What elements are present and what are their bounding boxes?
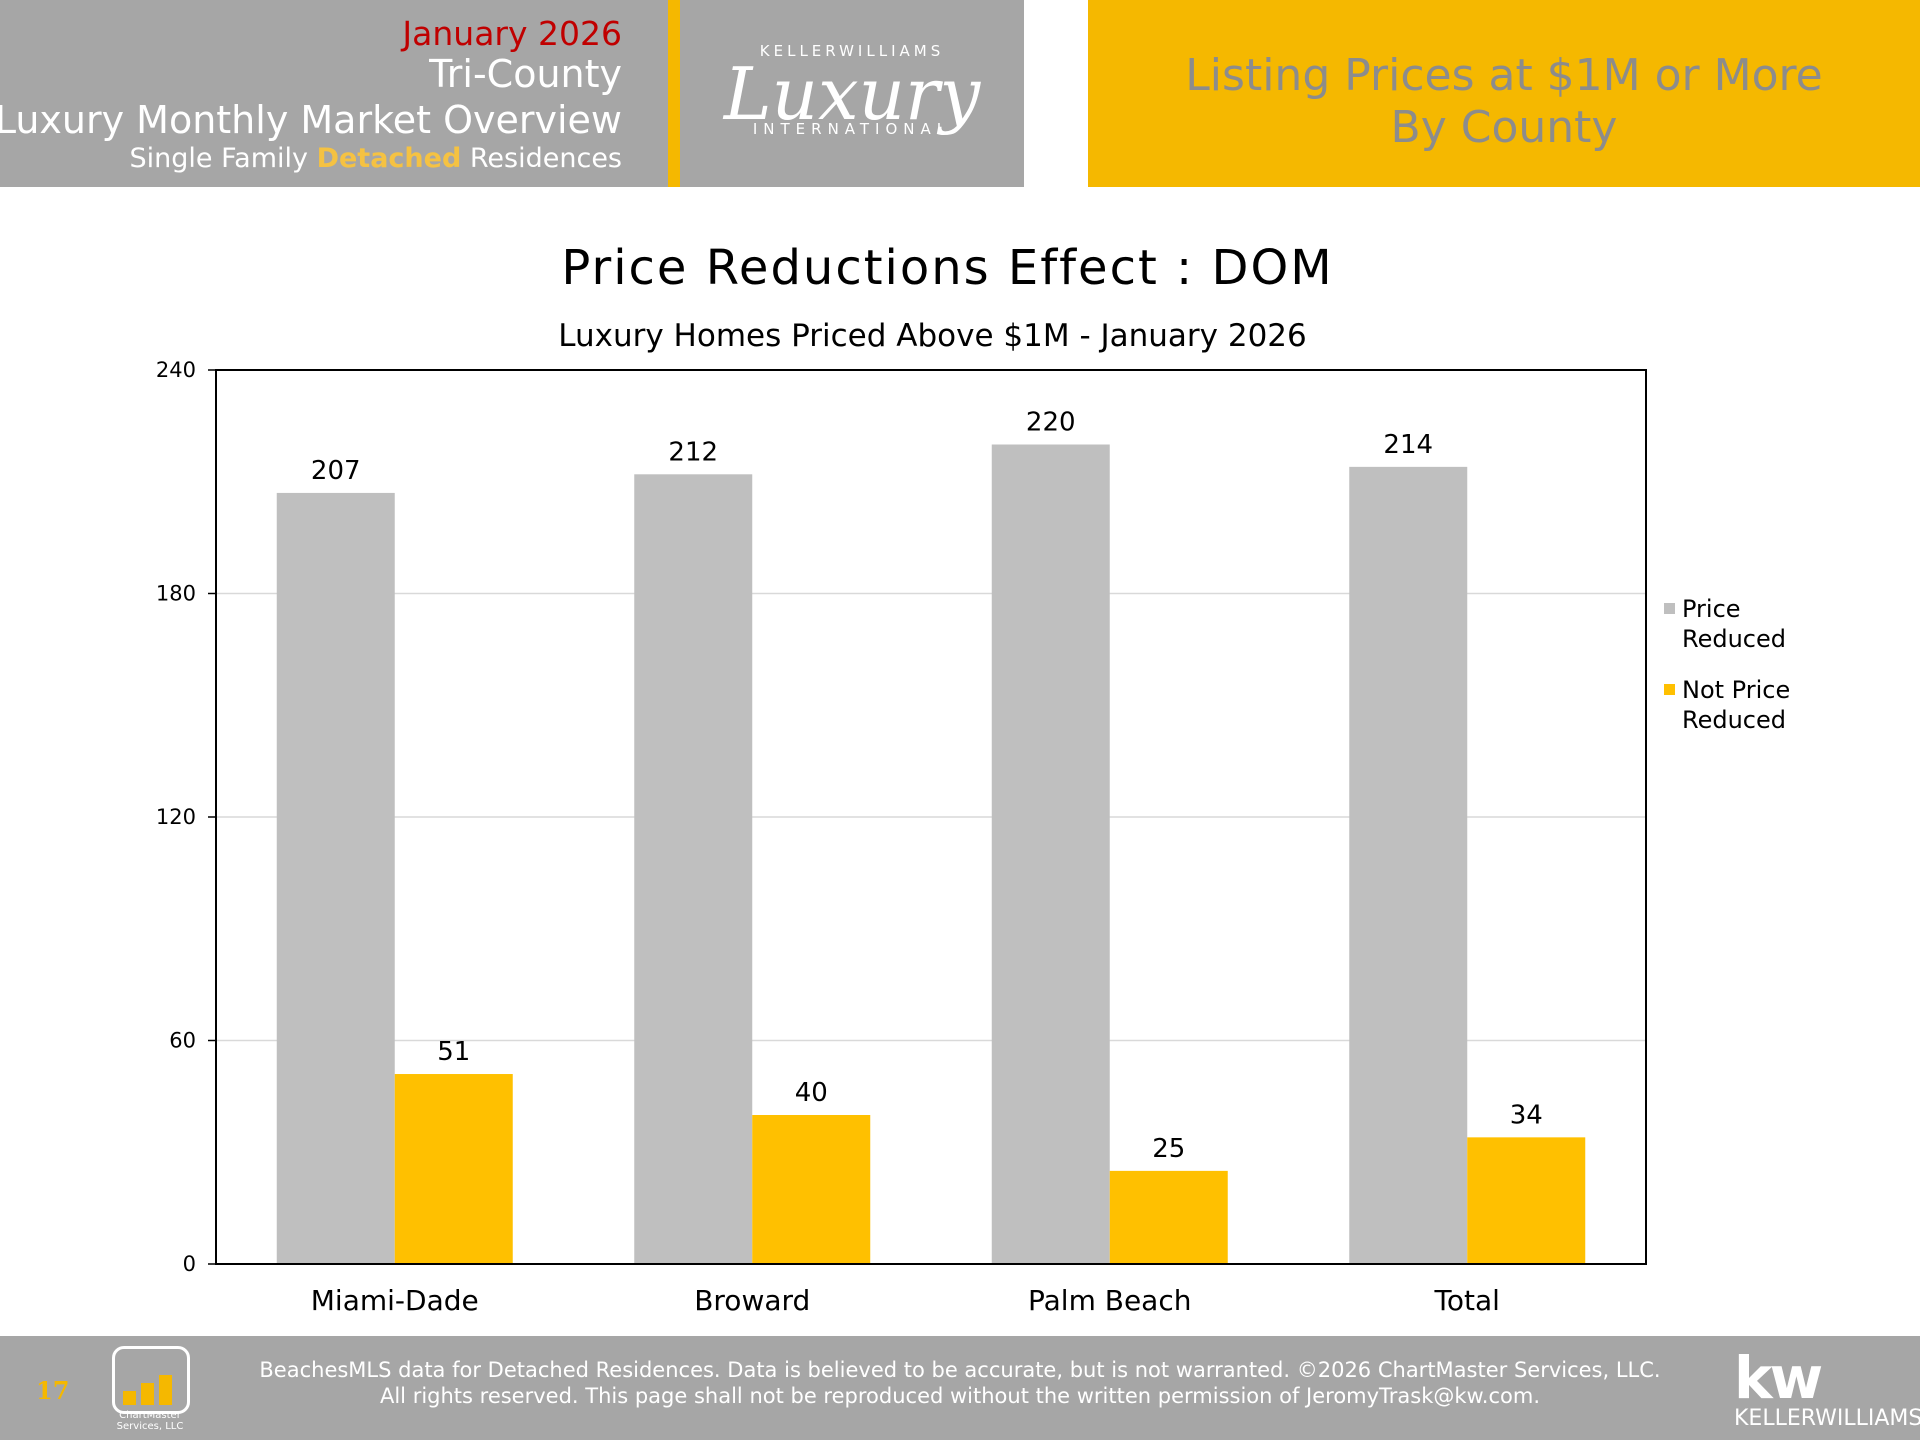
data-label: 51 [437, 1037, 470, 1067]
data-label: 212 [668, 437, 718, 467]
bar-price-reduced [634, 474, 753, 1264]
bar-not-price-reduced [394, 1074, 513, 1264]
disclaimer-line1: BeachesMLS data for Detached Residences.… [259, 1358, 1661, 1382]
x-category-label: Miami-Dade [311, 1284, 479, 1317]
y-tick-label: 120 [156, 805, 196, 829]
region-label: Tri-County [429, 52, 622, 96]
logo-international-text: INTERNATIONAL [752, 120, 952, 138]
header-banner [0, 0, 668, 187]
luxury-logo: KELLERWILLIAMS Luxury INTERNATIONAL [680, 0, 1024, 187]
page-number: 17 [36, 1376, 70, 1405]
subtitle-accent: Detached [316, 143, 462, 174]
section-title-banner: Listing Prices at $1M or More By County [1088, 0, 1920, 187]
logo-bar-icon [159, 1375, 172, 1405]
y-tick-label: 180 [156, 582, 196, 606]
legend-swatch-not-price-reduced [1664, 684, 1675, 695]
bar-not-price-reduced [752, 1115, 871, 1264]
logo-brand-text: KELLERWILLIAMS [759, 42, 945, 60]
legend-label-line1: Not Price [1682, 676, 1791, 704]
report-date: January 2026 [402, 14, 622, 53]
legend-swatch-price-reduced [1664, 603, 1675, 614]
data-label: 40 [795, 1078, 828, 1108]
bar-price-reduced [1349, 466, 1468, 1265]
data-label: 220 [1026, 408, 1076, 438]
chart-title: Price Reductions Effect : DOM [561, 240, 1334, 296]
x-category-label: Total [1434, 1284, 1500, 1317]
bar-not-price-reduced [1467, 1137, 1586, 1264]
section-title-line1: Listing Prices at $1M or More [1185, 50, 1823, 101]
y-tick-label: 60 [169, 1029, 196, 1053]
bar-price-reduced [991, 444, 1110, 1264]
logo-bar-icon [123, 1391, 136, 1405]
kw-logo-icon: kw [1734, 1344, 1823, 1412]
kw-brand-text: KELLERWILLIAMS. [1734, 1406, 1920, 1431]
legend-label-line2: Reduced [1682, 706, 1787, 734]
chart-subtitle: Luxury Homes Priced Above $1M - January … [558, 318, 1307, 354]
data-label: 207 [311, 456, 361, 486]
section-title-line2: By County [1390, 102, 1618, 153]
property-type-subtitle: Single Family Detached Residences [130, 143, 622, 174]
logo-luxury-script: Luxury [723, 52, 981, 136]
bar-price-reduced [276, 492, 395, 1264]
header-gold-stripe [668, 0, 680, 187]
x-category-label: Broward [694, 1284, 810, 1317]
y-tick-label: 240 [156, 358, 196, 382]
report-title: Luxury Monthly Market Overview [0, 98, 622, 142]
legend-label-line1: Price [1682, 595, 1741, 623]
bar-chart: 0 60 120 180 240 207 51 Miami-Dade 212 40 Broward 2… [156, 358, 1647, 1317]
data-label: 34 [1510, 1100, 1543, 1130]
legend-label-line2: Reduced [1682, 625, 1787, 653]
data-label: 25 [1152, 1134, 1185, 1164]
subtitle-prefix: Single Family [129, 143, 317, 174]
logo-bar-icon [141, 1383, 154, 1405]
subtitle-suffix: Residences [461, 143, 622, 174]
footer-bar: 17 ChartMaster Services, LLC BeachesMLS … [0, 1336, 1920, 1440]
chartmaster-logo-text: ChartMaster Services, LLC [116, 1410, 184, 1432]
bar-not-price-reduced [1109, 1170, 1228, 1264]
plot-area-border [215, 369, 1647, 1265]
data-label: 214 [1383, 430, 1433, 460]
y-tick-label: 0 [183, 1252, 196, 1276]
chartmaster-logo [112, 1346, 190, 1414]
disclaimer-line2: All rights reserved. This page shall not… [379, 1384, 1541, 1408]
x-category-label: Palm Beach [1028, 1284, 1191, 1317]
